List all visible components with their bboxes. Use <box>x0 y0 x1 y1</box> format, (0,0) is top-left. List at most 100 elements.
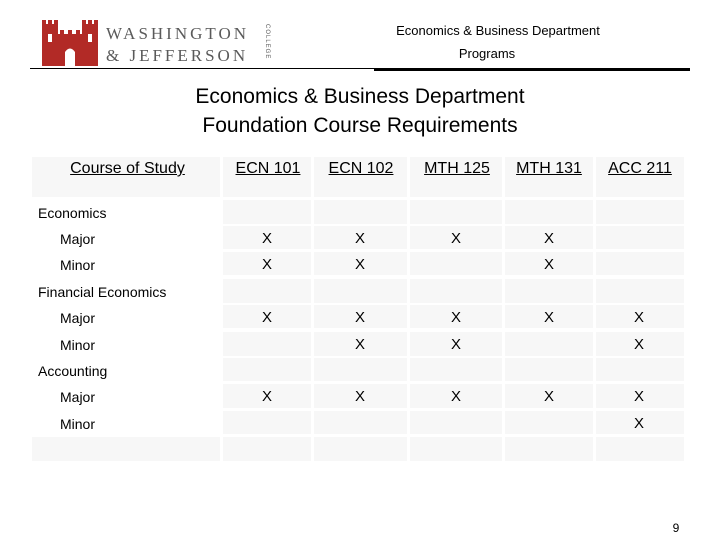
column-header: ACC 211 <box>608 160 672 177</box>
table-cell <box>505 305 593 328</box>
table-cell <box>410 305 502 328</box>
table-cell <box>314 384 407 408</box>
requirement-mark: X <box>450 309 461 326</box>
table-cell <box>410 332 502 356</box>
header-rule <box>30 68 690 69</box>
table-cell <box>314 252 407 275</box>
table-cell <box>505 384 593 408</box>
row-label: Minor <box>60 337 96 353</box>
table-cell <box>410 411 502 434</box>
table-cell <box>505 411 593 434</box>
column-header-course-of-study: Course of Study <box>70 160 185 177</box>
logo-side-text: COLLEGE <box>264 24 270 60</box>
requirement-mark: X <box>354 230 365 247</box>
table-cell <box>410 252 502 275</box>
requirement-mark: X <box>543 230 554 247</box>
requirement-mark: X <box>633 388 644 405</box>
table-cell <box>223 226 311 249</box>
row-label: Minor <box>60 257 96 273</box>
requirement-mark: X <box>261 388 272 405</box>
group-label: Accounting <box>38 363 108 379</box>
requirement-mark: X <box>633 336 644 353</box>
slide-title-line-1: Economics & Business Department <box>195 85 525 108</box>
table-cell <box>505 279 593 303</box>
requirement-mark: X <box>354 256 365 273</box>
requirement-mark: X <box>261 230 272 247</box>
table-cell <box>596 305 684 328</box>
table-cell <box>314 305 407 328</box>
header-subtitle: Programs <box>458 46 516 61</box>
requirement-mark: X <box>450 336 461 353</box>
group-label: Financial Economics <box>38 284 167 300</box>
table-cell <box>314 411 407 434</box>
table-cell <box>223 200 311 224</box>
table-cell <box>314 332 407 356</box>
table-cell <box>596 226 684 249</box>
table-cell <box>314 226 407 249</box>
table-cell <box>596 332 684 356</box>
table-cell <box>223 358 311 381</box>
castle-logo-icon <box>42 20 98 66</box>
requirement-mark: X <box>450 388 461 405</box>
requirement-mark: X <box>354 388 365 405</box>
table-cell <box>505 200 593 224</box>
table-cell <box>223 279 311 303</box>
table-cell <box>596 358 684 381</box>
table-cell <box>505 226 593 249</box>
table-cell <box>314 200 407 224</box>
requirement-mark: X <box>261 309 272 326</box>
table-cell <box>223 384 311 408</box>
requirement-mark: X <box>261 256 272 273</box>
row-label: Minor <box>60 416 96 432</box>
group-label: Economics <box>38 205 107 221</box>
column-header: MTH 125 <box>424 160 490 177</box>
header-cell <box>314 157 407 197</box>
page-number: 9 <box>672 521 680 535</box>
table-cell <box>505 358 593 381</box>
table-cell <box>223 305 311 328</box>
requirement-mark: X <box>633 415 644 432</box>
college-logo: WASHINGTON & JEFFERSON COLLEGE <box>40 20 272 68</box>
table-cell <box>314 279 407 303</box>
header-cell <box>32 157 220 197</box>
table-cell <box>410 437 502 461</box>
requirement-mark: X <box>354 309 365 326</box>
table-cell <box>596 384 684 408</box>
requirement-mark: X <box>354 336 365 353</box>
table-cell <box>223 332 311 356</box>
table-cell <box>223 252 311 275</box>
table-cell <box>223 437 311 461</box>
header-cell <box>596 157 684 197</box>
column-header: ECN 102 <box>328 160 394 177</box>
row-label: Major <box>60 310 96 326</box>
table-cell <box>223 411 311 434</box>
table-cell <box>314 358 407 381</box>
table-cell <box>410 226 502 249</box>
table-cell <box>32 437 220 461</box>
column-header: MTH 131 <box>516 160 582 177</box>
logo-line-2: & JEFFERSON <box>106 46 249 65</box>
header-department: Economics & Business Department <box>396 23 600 38</box>
logo-line-1: WASHINGTON <box>106 24 250 43</box>
row-label: Major <box>60 231 96 247</box>
table-cell <box>596 279 684 303</box>
table-cell <box>505 437 593 461</box>
table-cell <box>596 411 684 434</box>
table-cell <box>314 437 407 461</box>
table-cell <box>410 279 502 303</box>
table-cell <box>596 252 684 275</box>
table-cell <box>505 252 593 275</box>
logo-wordmark: WASHINGTON & JEFFERSON <box>106 20 276 68</box>
requirement-mark: X <box>633 309 644 326</box>
requirement-mark: X <box>543 388 554 405</box>
table-cell <box>410 358 502 381</box>
table-cell <box>505 332 593 356</box>
requirement-mark: X <box>543 309 554 326</box>
table-cell <box>410 200 502 224</box>
row-label: Major <box>60 389 96 405</box>
column-header: ECN 101 <box>235 160 301 177</box>
table-cell <box>410 384 502 408</box>
header-rule-thick <box>374 68 690 71</box>
table-cell <box>596 200 684 224</box>
requirement-mark: X <box>543 256 554 273</box>
